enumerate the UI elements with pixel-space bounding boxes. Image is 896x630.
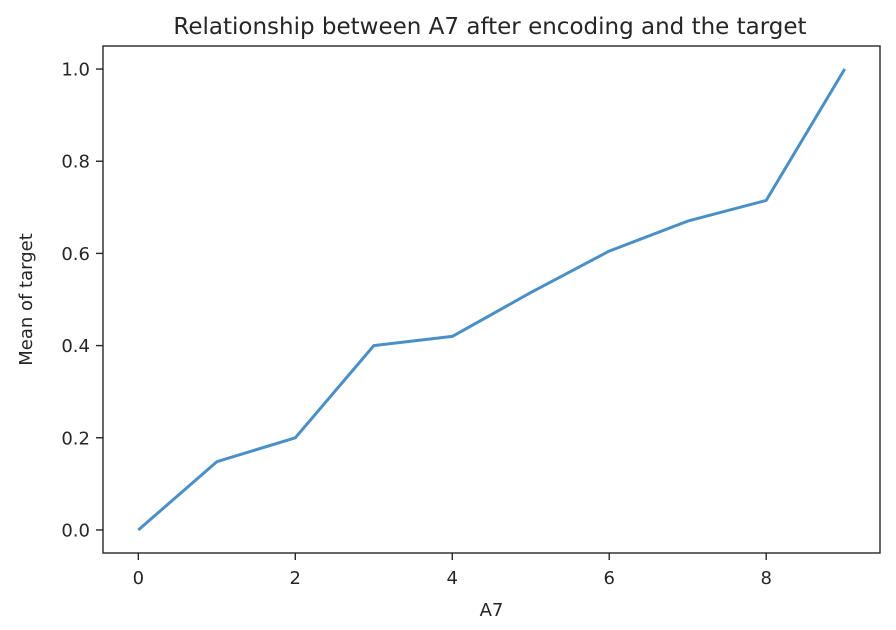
y-tick-label-4: 0.8 bbox=[61, 152, 90, 173]
x-tick-label-0: 0 bbox=[133, 568, 144, 589]
y-tick-label-3: 0.6 bbox=[61, 244, 90, 265]
x-axis-label: A7 bbox=[480, 600, 504, 621]
y-axis-ticks: 0.0 0.2 0.4 0.6 0.8 1.0 bbox=[61, 60, 103, 541]
x-tick-label-4: 4 bbox=[447, 568, 458, 589]
x-axis-ticks: 0 2 4 6 8 bbox=[133, 553, 772, 589]
series-layer bbox=[137, 68, 846, 532]
chart-title: Relationship between A7 after encoding a… bbox=[173, 14, 806, 40]
x-tick-label-6: 6 bbox=[604, 568, 615, 589]
y-tick-label-1: 0.2 bbox=[61, 428, 90, 449]
x-tick-label-8: 8 bbox=[760, 568, 771, 589]
y-tick-label-2: 0.4 bbox=[61, 336, 90, 357]
y-tick-label-5: 1.0 bbox=[61, 60, 90, 81]
x-tick-label-2: 2 bbox=[290, 568, 301, 589]
plot-area-frame bbox=[102, 45, 881, 554]
y-tick-label-0: 0.0 bbox=[61, 520, 90, 541]
y-axis-label: Mean of target bbox=[16, 233, 37, 366]
series-line-0 bbox=[137, 68, 846, 532]
